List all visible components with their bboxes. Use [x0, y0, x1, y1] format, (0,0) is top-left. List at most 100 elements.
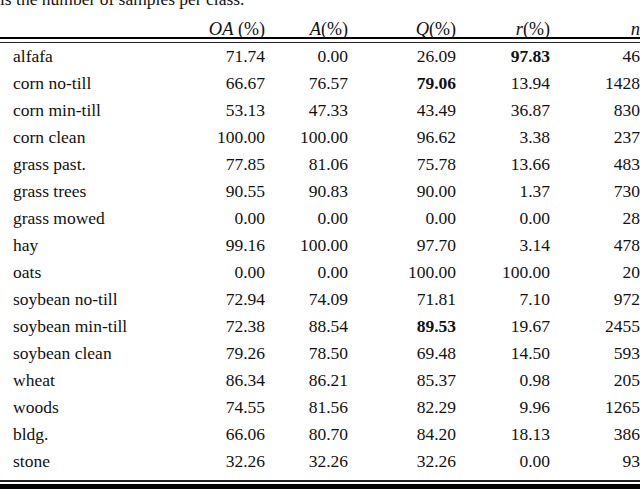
cell-oa: 79.26 — [150, 340, 265, 367]
cell-r: 0.00 — [456, 448, 550, 475]
cell-class-label: alfafa — [0, 43, 150, 70]
cell-oa: 99.16 — [150, 232, 265, 259]
table-row: grass mowed 0.00 0.00 0.00 0.00 28 — [0, 205, 640, 232]
cell-a: 100.00 — [265, 232, 348, 259]
cell-n: 93 — [550, 448, 640, 475]
bottom-rule-thick — [0, 484, 640, 489]
cell-class-label: grass trees — [0, 178, 150, 205]
table-row: hay 99.16 100.00 97.70 3.14 478 — [0, 232, 640, 259]
table-row: bldg. 66.06 80.70 84.20 18.13 386 — [0, 421, 640, 448]
cell-q: 75.78 — [348, 151, 456, 178]
cell-a: 47.33 — [265, 97, 348, 124]
cell-oa: 32.26 — [150, 448, 265, 475]
cell-oa: 66.67 — [150, 70, 265, 97]
cell-n: 593 — [550, 340, 640, 367]
table-row: corn clean 100.00 100.00 96.62 3.38 237 — [0, 124, 640, 151]
cell-class-label: wheat — [0, 367, 150, 394]
cell-r: 0.98 — [456, 367, 550, 394]
cell-r: 7.10 — [456, 286, 550, 313]
cell-a: 0.00 — [265, 259, 348, 286]
header-rule-thick — [0, 37, 640, 40]
cell-oa: 90.55 — [150, 178, 265, 205]
table-row: corn min-till 53.13 47.33 43.49 36.87 83… — [0, 97, 640, 124]
cell-r: 100.00 — [456, 259, 550, 286]
cell-q: 84.20 — [348, 421, 456, 448]
cell-r: 13.94 — [456, 70, 550, 97]
cell-oa: 74.55 — [150, 394, 265, 421]
cell-a: 76.57 — [265, 70, 348, 97]
header-rule-thin — [0, 42, 640, 43]
cell-a: 78.50 — [265, 340, 348, 367]
cell-q: 97.70 — [348, 232, 456, 259]
cell-q: 69.48 — [348, 340, 456, 367]
cell-oa: 77.85 — [150, 151, 265, 178]
cell-a: 80.70 — [265, 421, 348, 448]
cell-q: 89.53 — [348, 313, 456, 340]
cell-r: 9.96 — [456, 394, 550, 421]
cell-n: 483 — [550, 151, 640, 178]
cell-a: 81.56 — [265, 394, 348, 421]
cell-a: 0.00 — [265, 43, 348, 70]
cell-class-label: corn min-till — [0, 97, 150, 124]
cell-n: 730 — [550, 178, 640, 205]
cell-q: 32.26 — [348, 448, 456, 475]
cell-class-label: grass past. — [0, 151, 150, 178]
cell-r: 3.38 — [456, 124, 550, 151]
cell-class-label: soybean no-till — [0, 286, 150, 313]
cell-q: 26.09 — [348, 43, 456, 70]
cell-a: 86.21 — [265, 367, 348, 394]
cell-q: 79.06 — [348, 70, 456, 97]
cell-class-label: woods — [0, 394, 150, 421]
table-row: soybean no-till 72.94 74.09 71.81 7.10 9… — [0, 286, 640, 313]
cell-r: 3.14 — [456, 232, 550, 259]
cell-n: 28 — [550, 205, 640, 232]
table-row: grass trees 90.55 90.83 90.00 1.37 730 — [0, 178, 640, 205]
cell-oa: 100.00 — [150, 124, 265, 151]
cell-oa: 0.00 — [150, 259, 265, 286]
results-table: OA (%) A(%) Q(%) r(%) n alfafa 71.74 0. — [0, 0, 640, 475]
cell-q: 96.62 — [348, 124, 456, 151]
cell-oa: 53.13 — [150, 97, 265, 124]
cell-n: 46 — [550, 43, 640, 70]
cell-class-label: bldg. — [0, 421, 150, 448]
cell-r: 97.83 — [456, 43, 550, 70]
cell-class-label: soybean min-till — [0, 313, 150, 340]
table-row: wheat 86.34 86.21 85.37 0.98 205 — [0, 367, 640, 394]
cell-n: 237 — [550, 124, 640, 151]
paper-table-screenshot: is the number of samples per class. OA (… — [0, 0, 640, 492]
cell-class-label: soybean clean — [0, 340, 150, 367]
cell-class-label: corn no-till — [0, 70, 150, 97]
table-row: woods 74.55 81.56 82.29 9.96 1265 — [0, 394, 640, 421]
cell-class-label: oats — [0, 259, 150, 286]
cell-q: 43.49 — [348, 97, 456, 124]
cell-n: 478 — [550, 232, 640, 259]
cell-oa: 86.34 — [150, 367, 265, 394]
cell-class-label: stone — [0, 448, 150, 475]
cell-n: 205 — [550, 367, 640, 394]
cell-class-label: corn clean — [0, 124, 150, 151]
cell-oa: 0.00 — [150, 205, 265, 232]
cell-r: 14.50 — [456, 340, 550, 367]
cell-r: 1.37 — [456, 178, 550, 205]
cell-q: 100.00 — [348, 259, 456, 286]
cell-n: 1265 — [550, 394, 640, 421]
table-row: soybean clean 79.26 78.50 69.48 14.50 59… — [0, 340, 640, 367]
cell-a: 74.09 — [265, 286, 348, 313]
cell-q: 71.81 — [348, 286, 456, 313]
cell-r: 18.13 — [456, 421, 550, 448]
cell-n: 2455 — [550, 313, 640, 340]
cell-oa: 72.94 — [150, 286, 265, 313]
table-row: grass past. 77.85 81.06 75.78 13.66 483 — [0, 151, 640, 178]
cell-oa: 72.38 — [150, 313, 265, 340]
table-row: stone 32.26 32.26 32.26 0.00 93 — [0, 448, 640, 475]
cell-n: 972 — [550, 286, 640, 313]
cell-a: 100.00 — [265, 124, 348, 151]
cell-n: 830 — [550, 97, 640, 124]
table-row: oats 0.00 0.00 100.00 100.00 20 — [0, 259, 640, 286]
cell-q: 0.00 — [348, 205, 456, 232]
bottom-rule-thin — [0, 480, 640, 482]
cell-a: 81.06 — [265, 151, 348, 178]
cell-n: 1428 — [550, 70, 640, 97]
cell-oa: 71.74 — [150, 43, 265, 70]
cell-r: 13.66 — [456, 151, 550, 178]
